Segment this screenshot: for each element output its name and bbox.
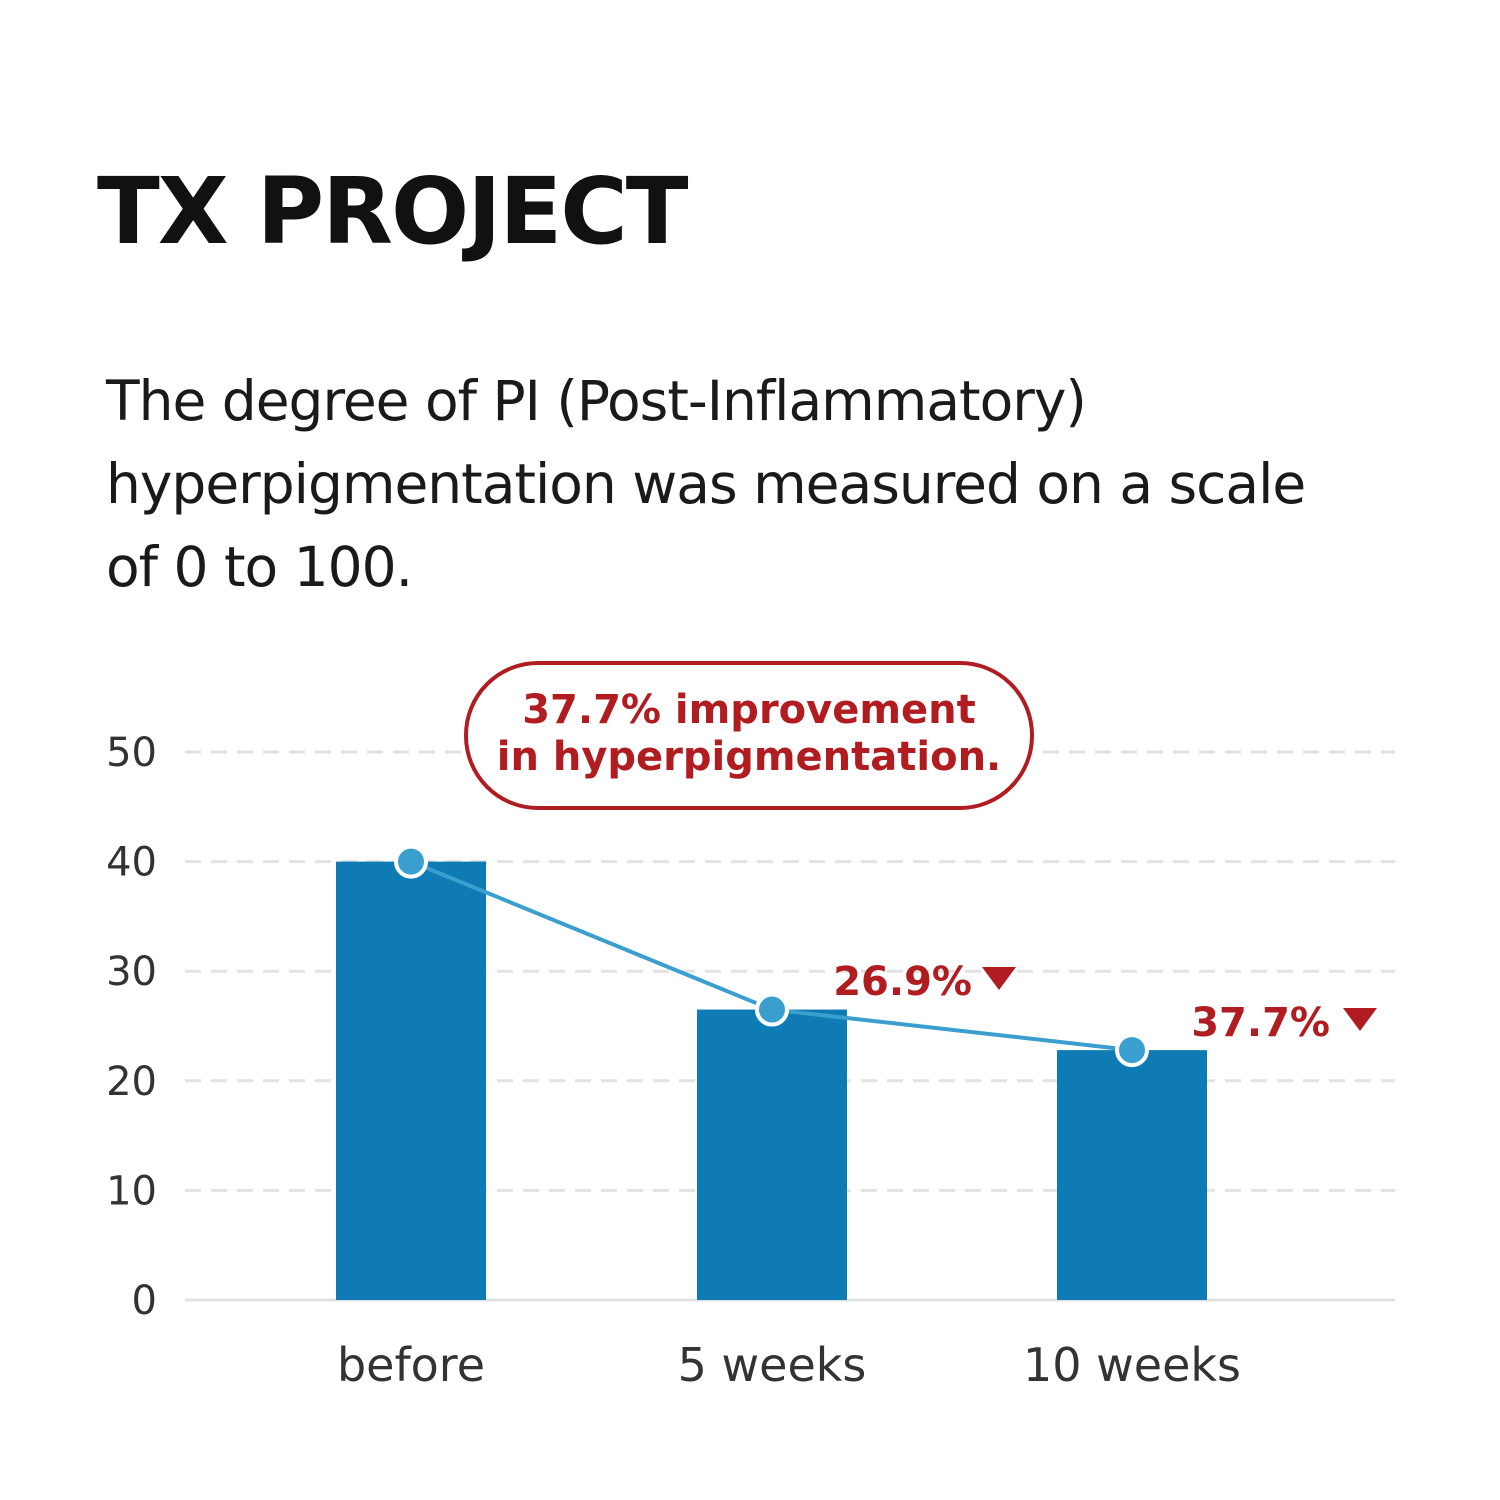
x-tick-label: 5 weeks (678, 1338, 867, 1392)
callout-line-2: in hyperpigmentation. (497, 734, 1002, 780)
improvement-callout: 37.7% improvement in hyperpigmentation. (464, 661, 1034, 810)
callout-line-1: 37.7% improvement (522, 687, 976, 733)
x-tick-label: 10 weeks (1023, 1338, 1241, 1392)
week10-change-label: 37.7% (1191, 1000, 1330, 1046)
data-point (1115, 1033, 1149, 1068)
y-tick-label: 40 (106, 840, 157, 886)
subtitle: The degree of PI (Post-Inflammatory) hyp… (106, 369, 1306, 599)
y-tick-label: 50 (106, 730, 157, 776)
data-point (394, 844, 428, 879)
down-triangle-icon (982, 967, 1016, 990)
down-triangle-icon (1343, 1008, 1377, 1031)
bar (336, 861, 486, 1300)
y-tick-label: 30 (106, 949, 157, 995)
bar (1057, 1050, 1207, 1300)
week5-change-label: 26.9% (833, 959, 972, 1005)
y-tick-label: 20 (106, 1059, 157, 1105)
data-point (755, 992, 789, 1027)
y-tick-label: 0 (132, 1278, 157, 1324)
x-tick-label: before (337, 1338, 485, 1392)
y-tick-label: 10 (106, 1168, 157, 1214)
page-title: TX PROJECT (97, 158, 689, 265)
bar (697, 1009, 847, 1300)
